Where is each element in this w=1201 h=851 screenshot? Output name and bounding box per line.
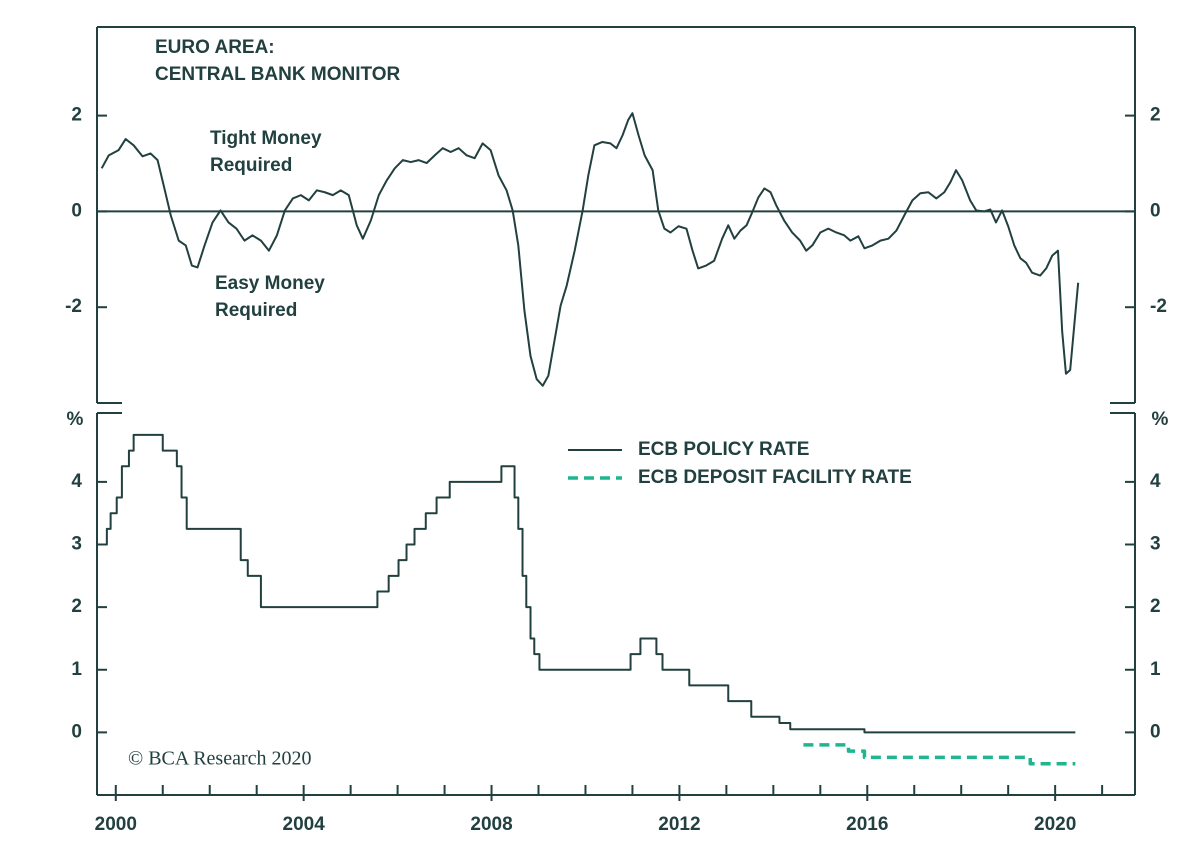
data-line <box>803 743 1076 766</box>
x-tick-label: 2004 <box>283 814 326 835</box>
y-tick-label-right: 3 <box>1150 534 1161 555</box>
y-tick-label-right: 4 <box>1150 471 1161 492</box>
x-tick-label: 2020 <box>1034 814 1076 835</box>
y-unit-left: % <box>67 409 84 430</box>
y-tick-label-right: 2 <box>1150 105 1161 126</box>
legend-label: ECB DEPOSIT FACILITY RATE <box>638 467 912 488</box>
x-tick-label: 2000 <box>95 814 137 835</box>
x-tick-label: 2016 <box>846 814 888 835</box>
y-tick-label-right: 2 <box>1150 596 1161 617</box>
y-tick-label-left: 0 <box>71 721 82 742</box>
data-line <box>101 433 1076 734</box>
chart-title: EURO AREA: <box>155 37 275 58</box>
annotation: Required <box>210 155 292 176</box>
annotation: Required <box>215 300 297 321</box>
y-unit-right: % <box>1152 409 1169 430</box>
x-tick-label: 2012 <box>658 814 700 835</box>
y-tick-label-left: 2 <box>71 105 82 126</box>
y-tick-label-right: 0 <box>1150 200 1161 221</box>
x-tick-label: 2008 <box>470 814 512 835</box>
y-tick-label-right: -2 <box>1150 296 1167 317</box>
y-tick-label-right: 1 <box>1150 659 1161 680</box>
y-tick-label-left: 3 <box>71 534 82 555</box>
annotation: Easy Money <box>215 273 325 294</box>
annotation: Tight Money <box>210 128 322 149</box>
y-tick-label-right: 0 <box>1150 721 1161 742</box>
data-line <box>100 112 1080 387</box>
y-tick-label-left: 2 <box>71 596 82 617</box>
credit: © BCA Research 2020 <box>128 748 312 770</box>
y-tick-label-left: 1 <box>71 659 82 680</box>
legend-label: ECB POLICY RATE <box>638 439 809 460</box>
y-tick-label-left: 4 <box>71 471 82 492</box>
y-tick-label-left: -2 <box>65 296 82 317</box>
chart-title: CENTRAL BANK MONITOR <box>155 64 401 85</box>
y-tick-label-left: 0 <box>71 200 82 221</box>
